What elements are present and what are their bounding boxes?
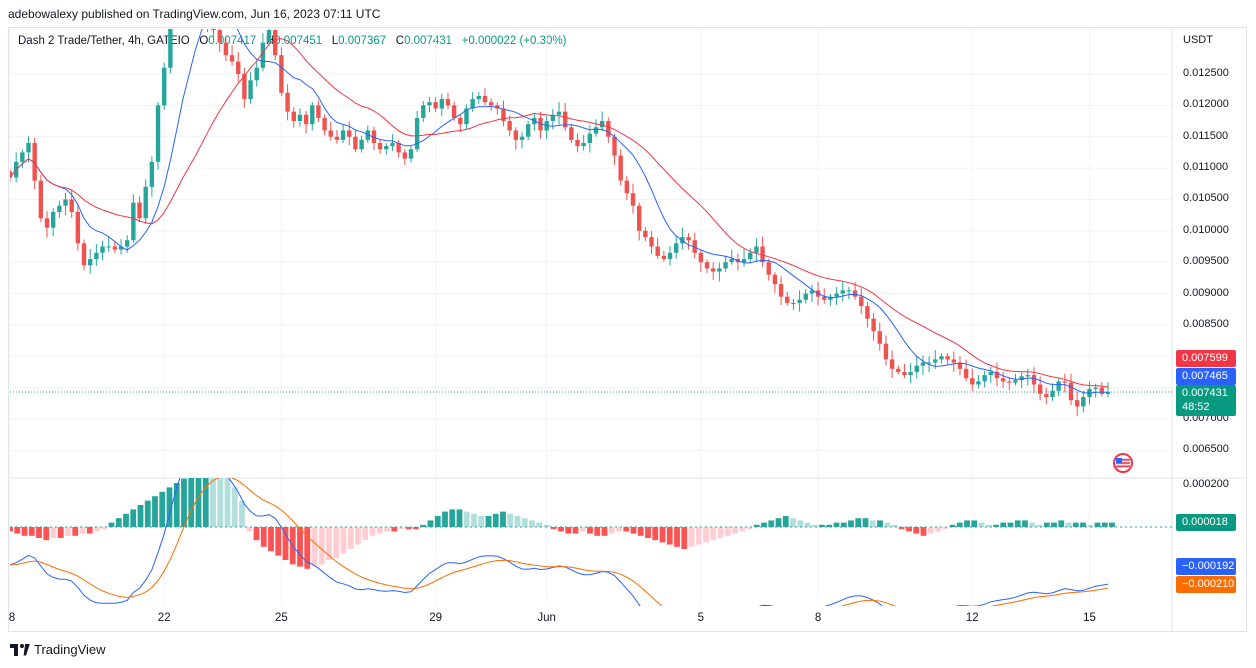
macd-line-badge: −0.000192 bbox=[1176, 558, 1236, 575]
brand-name: TradingView bbox=[34, 642, 106, 657]
high-value: 0.007451 bbox=[274, 35, 323, 47]
signal-line-badge: −0.000210 bbox=[1176, 576, 1236, 593]
open-label: O bbox=[199, 35, 209, 47]
currency-label: USDT bbox=[1183, 34, 1213, 46]
countdown-timer: 48:52 bbox=[1182, 401, 1210, 413]
macd-axis-top: 0.000200 bbox=[1183, 478, 1229, 490]
ma-fast-badge: 0.007465 bbox=[1176, 368, 1236, 385]
time-tick-label: 29 bbox=[429, 612, 443, 624]
time-tick-label: 8 bbox=[814, 612, 822, 624]
price-tick-label: 0.006500 bbox=[1183, 443, 1229, 456]
price-tick-label: 0.008500 bbox=[1183, 317, 1229, 330]
time-tick-label: 12 bbox=[965, 612, 979, 624]
last-price-badge: 0.007431 48:52 bbox=[1176, 385, 1236, 416]
price-tick-label: 0.012000 bbox=[1183, 98, 1229, 111]
price-tick-label: 0.009500 bbox=[1183, 255, 1229, 268]
time-tick-label: Jun bbox=[537, 612, 556, 624]
tradingview-logo-icon bbox=[10, 643, 30, 656]
macd-histogram-badge: 0.000018 bbox=[1176, 514, 1236, 531]
chart-frame[interactable] bbox=[8, 27, 1247, 632]
price-tick-label: 0.011500 bbox=[1183, 129, 1229, 142]
open-value: 0.007417 bbox=[208, 35, 257, 47]
ma-slow-badge: 0.007599 bbox=[1176, 350, 1236, 367]
price-tick-label: 0.012500 bbox=[1183, 67, 1229, 79]
close-label: C bbox=[395, 35, 405, 47]
high-label: H bbox=[265, 35, 275, 47]
time-tick-label: 22 bbox=[157, 612, 171, 624]
ohlc-legend: Dash 2 Trade/Tether, 4h, GATEIO O0.00741… bbox=[18, 35, 567, 47]
footer-brand[interactable]: TradingView bbox=[10, 642, 106, 657]
price-tick-label: 0.011000 bbox=[1183, 161, 1229, 174]
price-tick-label: 0.009000 bbox=[1183, 286, 1229, 299]
low-value: 0.007367 bbox=[338, 35, 387, 47]
close-value: 0.007431 bbox=[404, 35, 453, 47]
price-tick-label: 0.010000 bbox=[1183, 223, 1229, 236]
last-price-value: 0.007431 bbox=[1182, 387, 1228, 399]
time-tick-label: 8 bbox=[8, 612, 16, 624]
time-tick-label: 25 bbox=[275, 612, 288, 624]
price-tick-label: 0.010500 bbox=[1183, 192, 1229, 205]
publisher-line: adebowalexy published on TradingView.com… bbox=[8, 7, 381, 21]
change-value: +0.000022 (+0.30%) bbox=[461, 35, 567, 47]
time-tick-label: 15 bbox=[1083, 612, 1096, 624]
time-tick-label: 5 bbox=[697, 612, 705, 624]
symbol-title[interactable]: Dash 2 Trade/Tether, 4h, GATEIO bbox=[18, 35, 190, 47]
